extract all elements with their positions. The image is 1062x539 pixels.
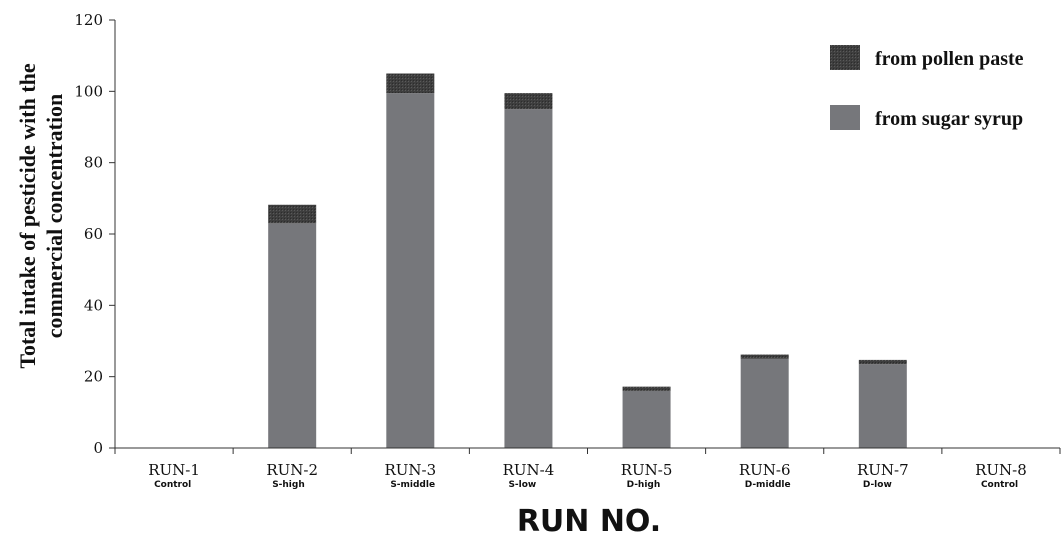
x-tick-sublabel: Control [154, 480, 191, 490]
x-tick-sublabel: S-middle [390, 480, 435, 490]
y-tick-label: 0 [93, 439, 103, 457]
x-tick-label: RUN-1 [148, 461, 200, 479]
legend-label-from-sugar-syrup: from sugar syrup [875, 108, 1023, 130]
x-tick-sublabel: D-middle [745, 480, 791, 490]
bar-from-pollen-paste-run-5 [622, 386, 671, 391]
y-tick-label: 20 [84, 368, 103, 386]
bar-from-sugar-syrup-run-4 [504, 109, 553, 449]
bar-from-sugar-syrup-run-5 [622, 390, 671, 448]
x-ticks-group: RUN-1ControlRUN-2S-highRUN-3S-middleRUN-… [114, 448, 1061, 490]
y-tick-label: 100 [74, 82, 103, 100]
y-axis-label-line-2: commercial concentration [42, 94, 67, 339]
bar-from-pollen-paste-run-3 [386, 73, 435, 94]
x-tick-label: RUN-4 [503, 461, 555, 479]
x-tick-label: RUN-7 [857, 461, 909, 479]
bars-group [268, 73, 907, 449]
x-tick-label: RUN-2 [266, 461, 318, 479]
y-axis-label-line-1: Total intake of pesticide with the [15, 63, 40, 369]
axes-group [114, 20, 1060, 449]
bar-from-pollen-paste-run-7 [858, 359, 907, 365]
x-tick-sublabel: D-low [863, 480, 892, 490]
legend-swatch-from-pollen-paste [830, 45, 860, 70]
x-tick-sublabel: D-high [627, 480, 661, 490]
bar-from-sugar-syrup-run-7 [858, 364, 907, 448]
y-tick-label: 40 [84, 296, 103, 314]
y-tick-label: 120 [74, 11, 103, 29]
legend-swatch-from-sugar-syrup [830, 105, 860, 130]
x-tick-label: RUN-6 [739, 461, 791, 479]
x-tick-sublabel: Control [981, 480, 1018, 490]
y-tick-label: 60 [84, 225, 103, 243]
bar-from-pollen-paste-run-4 [504, 93, 553, 110]
bar-from-pollen-paste-run-6 [740, 354, 789, 359]
bar-from-pollen-paste-run-2 [268, 204, 317, 224]
legend-label-from-pollen-paste: from pollen paste [875, 48, 1024, 70]
x-tick-sublabel: S-high [272, 480, 305, 490]
x-tick-label: RUN-3 [384, 461, 436, 479]
bar-from-sugar-syrup-run-6 [740, 358, 789, 448]
bar-from-sugar-syrup-run-2 [268, 223, 317, 448]
x-tick-label: RUN-5 [621, 461, 673, 479]
x-tick-label: RUN-8 [975, 461, 1027, 479]
legend: from pollen paste from sugar syrup [830, 45, 1024, 130]
bar-from-sugar-syrup-run-3 [386, 93, 435, 448]
y-ticks-group: 0 20 40 60 80 100 120 [74, 11, 115, 457]
y-tick-label: 80 [84, 154, 103, 172]
x-axis-label: RUN NO. [517, 504, 661, 539]
x-tick-sublabel: S-low [508, 480, 536, 490]
